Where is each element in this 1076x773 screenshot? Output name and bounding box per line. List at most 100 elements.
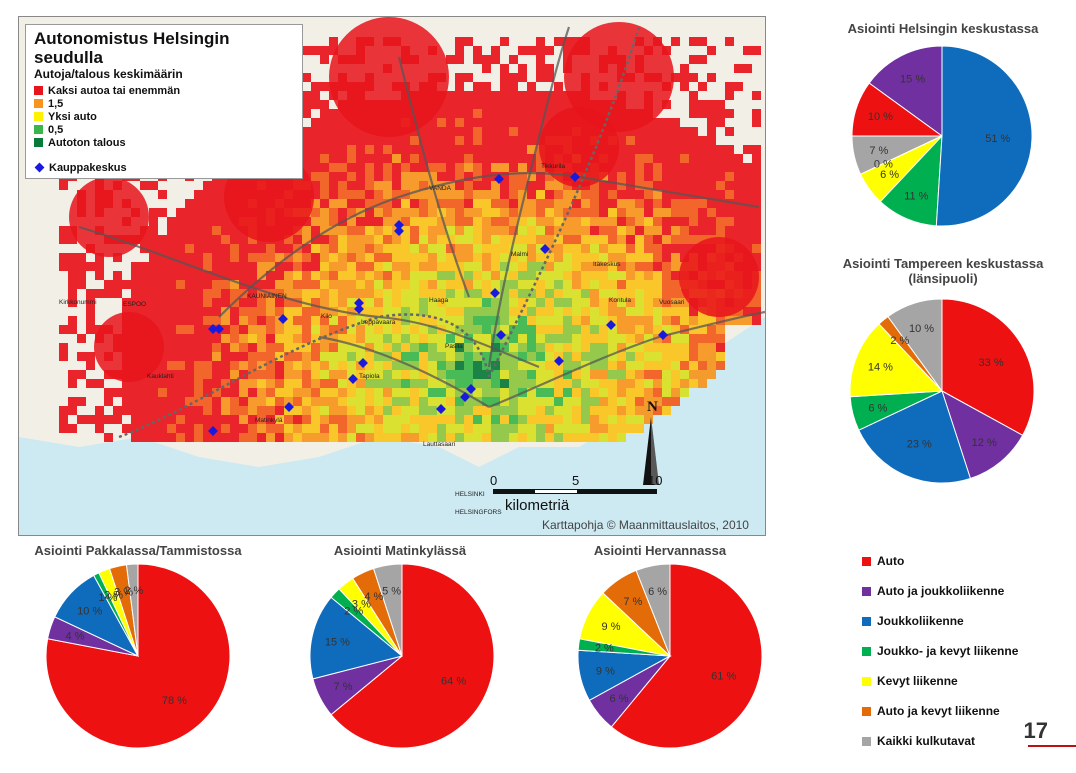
density-cell [320,352,329,361]
density-cell [608,226,617,235]
density-cell [581,199,590,208]
density-cell [680,244,689,253]
density-cell [464,181,473,190]
density-cell [419,271,428,280]
density-cell [689,127,698,136]
density-cell [104,415,113,424]
density-cell [365,190,374,199]
density-cell [464,397,473,406]
density-cell [698,361,707,370]
density-cell [491,136,500,145]
pie-data-label: 3 % [114,586,133,598]
density-cell [653,352,662,361]
density-cell [455,145,464,154]
density-cell [311,199,320,208]
density-cell [707,199,716,208]
density-cell [734,226,743,235]
density-cell [518,406,527,415]
density-cell [230,271,239,280]
density-cell [644,190,653,199]
density-cell [320,280,329,289]
density-cell [644,136,653,145]
density-cell [419,208,428,217]
density-cell [320,361,329,370]
pie-data-label: 2 % [104,589,123,601]
density-cell [635,370,644,379]
density-cell [554,316,563,325]
density-cell [455,262,464,271]
density-cell [149,298,158,307]
density-cell [491,154,500,163]
density-cell [554,397,563,406]
density-cell [473,361,482,370]
density-cell [698,109,707,118]
density-cell [644,334,653,343]
density-cell [500,37,509,46]
density-cell [365,289,374,298]
density-cell [653,289,662,298]
density-cell [383,208,392,217]
density-cell [419,361,428,370]
density-cell [311,217,320,226]
density-cell [509,325,518,334]
density-cell [491,208,500,217]
density-cell [491,244,500,253]
density-cell [545,190,554,199]
density-cell [329,298,338,307]
density-cell [536,100,545,109]
density-cell [500,118,509,127]
density-cell [140,235,149,244]
density-cell [626,262,635,271]
density-cell [392,271,401,280]
density-cell [140,415,149,424]
density-cell [644,172,653,181]
density-cell [635,253,644,262]
shopping-centre-marker [436,404,446,414]
density-cell [437,145,446,154]
density-cell [671,154,680,163]
density-cell [356,289,365,298]
density-cell [662,208,671,217]
density-cell [329,307,338,316]
density-cell [653,145,662,154]
density-cell [500,73,509,82]
density-cell [338,127,347,136]
density-cell [473,253,482,262]
density-cell [455,334,464,343]
density-cell [653,370,662,379]
pie-data-label: 6 % [648,586,667,598]
density-cell [446,154,455,163]
density-cell [401,235,410,244]
density-cell [131,433,140,442]
density-cell [392,298,401,307]
density-cell [644,199,653,208]
density-cell [401,289,410,298]
density-cell [581,226,590,235]
density-cell [437,370,446,379]
density-cell [311,361,320,370]
density-cell [689,190,698,199]
density-cell [563,334,572,343]
density-cell [410,316,419,325]
density-cell [302,397,311,406]
density-cell [563,343,572,352]
density-cell [707,145,716,154]
density-cell [329,37,338,46]
legend-swatch [34,138,43,147]
density-cell [320,136,329,145]
density-cell [608,190,617,199]
density-cell [230,424,239,433]
density-cell [464,298,473,307]
density-cell [68,235,77,244]
density-cell [203,433,212,442]
density-cell [509,361,518,370]
density-cell [482,388,491,397]
density-cell [158,397,167,406]
density-cell [626,307,635,316]
density-cell [410,271,419,280]
density-cell [635,334,644,343]
density-cell [410,280,419,289]
density-cell [158,289,167,298]
density-cell [248,235,257,244]
road-line [78,225,540,369]
